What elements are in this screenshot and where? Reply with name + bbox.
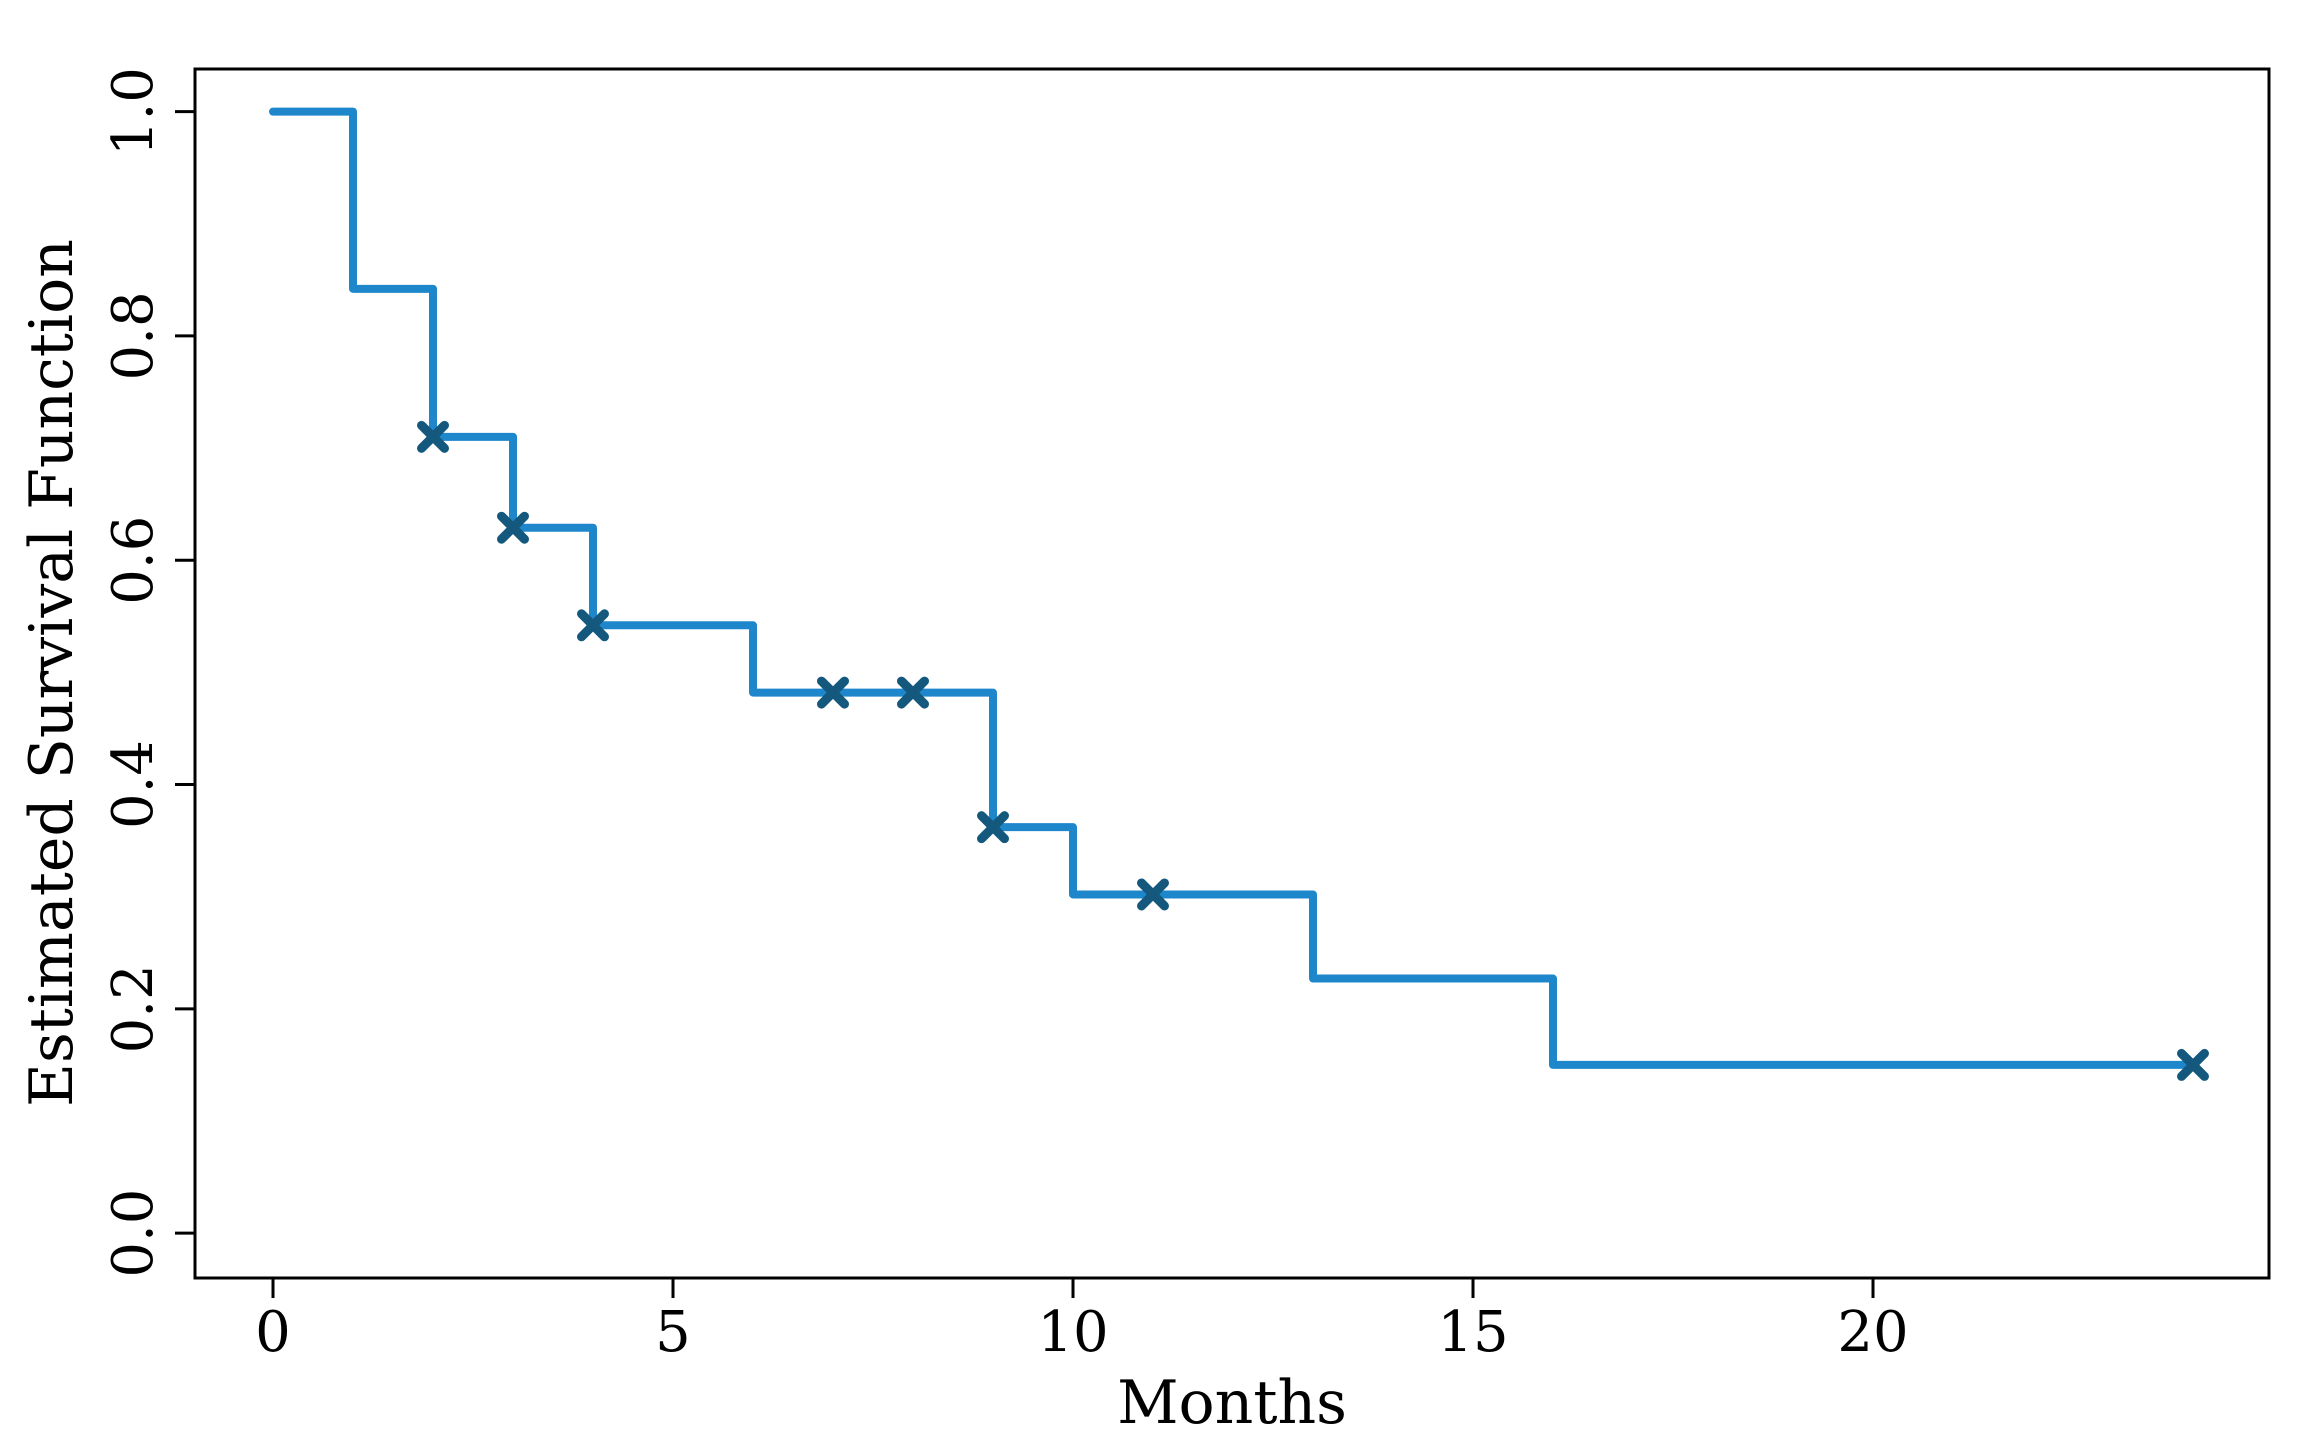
y-tick-label: 0.6: [101, 516, 166, 605]
x-tick-label: 20: [1837, 1300, 1908, 1365]
censor-mark: [1137, 878, 1169, 911]
y-tick-label: 0.8: [101, 291, 166, 380]
y-axis-title: Estimated Survival Function: [17, 239, 87, 1107]
y-tick-label: 1.0: [101, 67, 166, 156]
y-tick-label: 0.2: [101, 964, 166, 1053]
y-axis-ticks: [175, 110, 195, 1235]
censor-mark: [417, 420, 449, 453]
x-axis-ticks: [271, 1278, 1875, 1298]
x-axis-title: Months: [1117, 1368, 1347, 1438]
censor-mark: [977, 811, 1009, 844]
plot-box: [193, 67, 2271, 1280]
y-tick-label: 0.4: [101, 740, 166, 829]
x-tick-label: 0: [255, 1300, 291, 1365]
censor-mark: [577, 609, 609, 642]
censor-mark: [497, 511, 529, 544]
censor-mark: [897, 676, 929, 709]
x-tick-label: 10: [1037, 1300, 1108, 1365]
censor-mark: [2177, 1048, 2209, 1081]
y-axis-tick-labels: 0.0 0.2 0.4 0.6 0.8 1.0: [101, 67, 166, 1278]
x-axis-tick-labels: 0 5 10 15 20: [255, 1300, 1908, 1365]
censor-marks: [417, 420, 2209, 1081]
y-tick-label: 0.0: [101, 1189, 166, 1278]
x-tick-label: 15: [1437, 1300, 1508, 1365]
censor-mark: [817, 676, 849, 709]
x-tick-label: 5: [655, 1300, 691, 1365]
survival-step-line: [269, 107, 2197, 1069]
